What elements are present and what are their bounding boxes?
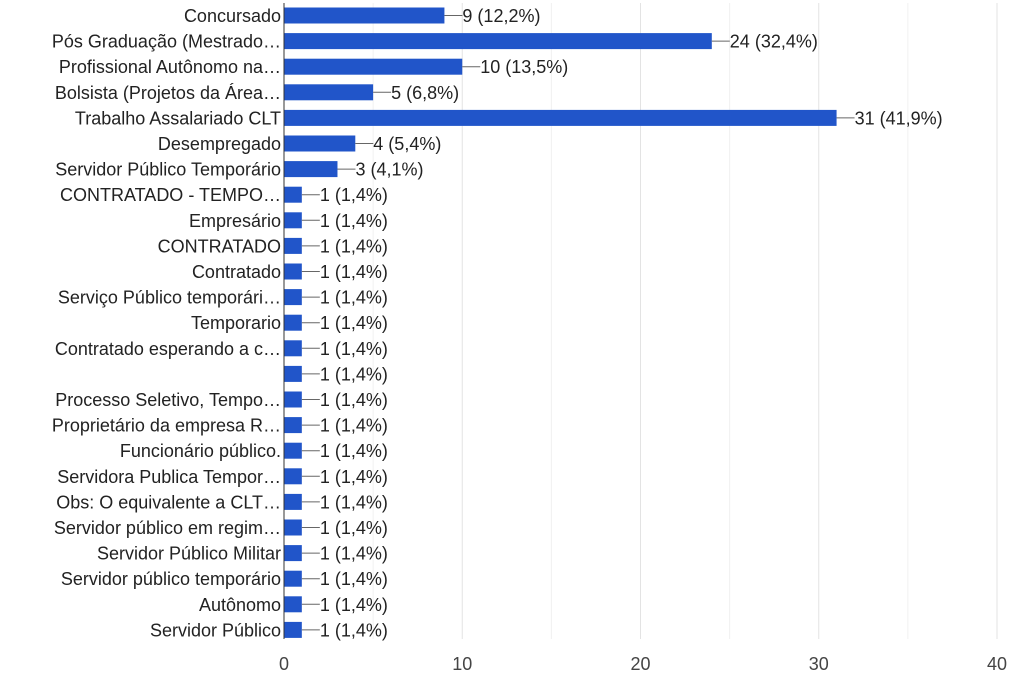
bar [284, 417, 302, 434]
value-label: 1 (1,4%) [320, 339, 388, 359]
bar [284, 58, 463, 75]
bar-layer [284, 7, 837, 638]
bar [284, 596, 302, 613]
category-label: Contratado esperando a c… [55, 339, 281, 359]
label-layer: 9 (12,2%) Concursado 24 (32,4%) Pós Graduaç… [52, 6, 943, 640]
category-label: Serviço Público temporári… [58, 288, 281, 308]
category-label: Contratado [192, 262, 281, 282]
value-label: 3 (4,1%) [355, 160, 423, 180]
bar [284, 186, 302, 203]
bar [284, 289, 302, 306]
category-label: Servidor público temporário [61, 569, 281, 589]
bar [284, 391, 302, 408]
category-label: Servidor público em regim… [54, 518, 281, 538]
category-label: Concursado [184, 6, 281, 26]
category-label: Pós Graduação (Mestrado… [52, 32, 281, 52]
bar [284, 545, 302, 562]
category-label: CONTRATADO [158, 236, 281, 256]
value-label: 31 (41,9%) [855, 108, 943, 128]
bar [284, 493, 302, 510]
category-label: Bolsista (Projetos da Área… [55, 83, 281, 103]
value-label: 4 (5,4%) [373, 134, 441, 154]
category-label: CONTRATADO - TEMPO… [60, 185, 281, 205]
bar [284, 135, 356, 152]
value-label: 1 (1,4%) [320, 390, 388, 410]
category-label: Obs: O equivalente a CLT… [56, 492, 281, 512]
category-label: Processo Seletivo, Tempo… [55, 390, 281, 410]
x-tick-label: 0 [279, 654, 289, 674]
bar [284, 621, 302, 638]
bar [284, 570, 302, 587]
value-label: 1 (1,4%) [320, 236, 388, 256]
x-tick-label: 40 [987, 654, 1007, 674]
value-label: 1 (1,4%) [320, 518, 388, 538]
bar [284, 365, 302, 382]
category-label: Proprietário da empresa R… [52, 416, 281, 436]
value-label: 1 (1,4%) [320, 185, 388, 205]
bar [284, 442, 302, 459]
category-label: Profissional Autônomo na… [59, 57, 281, 77]
value-label: 9 (12,2%) [462, 6, 540, 26]
category-label: Servidor Público Militar [97, 544, 281, 564]
value-label: 1 (1,4%) [320, 441, 388, 461]
grid-layer [372, 3, 998, 639]
value-label: 1 (1,4%) [320, 569, 388, 589]
bar [284, 212, 302, 229]
value-label: 1 (1,4%) [320, 492, 388, 512]
category-label: Empresário [189, 211, 281, 231]
bar [284, 109, 837, 126]
bar [284, 314, 302, 331]
category-label: Autônomo [199, 595, 281, 615]
value-label: 1 (1,4%) [320, 416, 388, 436]
bar [284, 33, 712, 50]
category-label: Servidora Publica Tempor… [57, 467, 281, 487]
value-label: 1 (1,4%) [320, 595, 388, 615]
value-label: 1 (1,4%) [320, 288, 388, 308]
value-label: 1 (1,4%) [320, 544, 388, 564]
category-label: Trabalho Assalariado CLT [75, 108, 281, 128]
category-label: Funcionário público. [120, 441, 281, 461]
x-tick-label: 20 [630, 654, 650, 674]
axis-layer: 0 10 20 30 40 [279, 3, 1007, 674]
bar [284, 263, 302, 280]
bar [284, 161, 338, 178]
value-label: 24 (32,4%) [730, 32, 818, 52]
bar [284, 7, 445, 24]
value-label: 1 (1,4%) [320, 211, 388, 231]
category-label: Temporario [191, 313, 281, 333]
bar [284, 84, 374, 101]
category-label: Servidor Público Temporário [55, 160, 281, 180]
x-tick-label: 30 [809, 654, 829, 674]
value-label: 5 (6,8%) [391, 83, 459, 103]
bar [284, 468, 302, 485]
value-label: 1 (1,4%) [320, 262, 388, 282]
value-label: 1 (1,4%) [320, 313, 388, 333]
value-label: 1 (1,4%) [320, 620, 388, 640]
value-label: 1 (1,4%) [320, 467, 388, 487]
bar [284, 519, 302, 536]
category-label: Servidor Público [150, 620, 281, 640]
x-tick-label: 10 [452, 654, 472, 674]
bar [284, 237, 302, 254]
bar [284, 340, 302, 357]
category-label: Desempregado [158, 134, 281, 154]
value-label: 1 (1,4%) [320, 364, 388, 384]
value-label: 10 (13,5%) [480, 57, 568, 77]
